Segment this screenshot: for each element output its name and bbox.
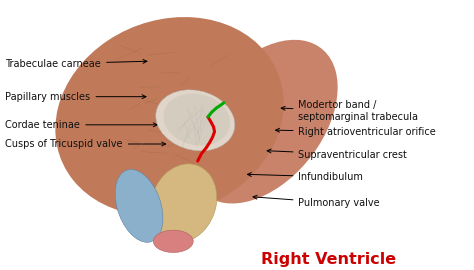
Ellipse shape xyxy=(55,17,284,216)
Text: Papillary muscles: Papillary muscles xyxy=(5,92,146,102)
Ellipse shape xyxy=(115,169,163,242)
Text: Cordae teninae: Cordae teninae xyxy=(5,120,157,130)
Ellipse shape xyxy=(153,230,193,252)
Ellipse shape xyxy=(189,40,337,204)
Text: Right Ventricle: Right Ventricle xyxy=(261,252,397,267)
Text: Supraventricular crest: Supraventricular crest xyxy=(267,149,407,160)
Text: Pulmonary valve: Pulmonary valve xyxy=(253,195,380,208)
Ellipse shape xyxy=(164,93,230,146)
Text: Modertor band /
septomarginal trabecula: Modertor band / septomarginal trabecula xyxy=(281,100,419,122)
Text: Trabeculae carneae: Trabeculae carneae xyxy=(5,59,147,69)
Text: Infundibulum: Infundibulum xyxy=(247,172,364,182)
Text: Right atrioventricular orifice: Right atrioventricular orifice xyxy=(275,127,436,137)
Ellipse shape xyxy=(150,164,217,242)
Ellipse shape xyxy=(156,90,235,151)
Text: Cusps of Tricuspid valve: Cusps of Tricuspid valve xyxy=(5,139,165,149)
